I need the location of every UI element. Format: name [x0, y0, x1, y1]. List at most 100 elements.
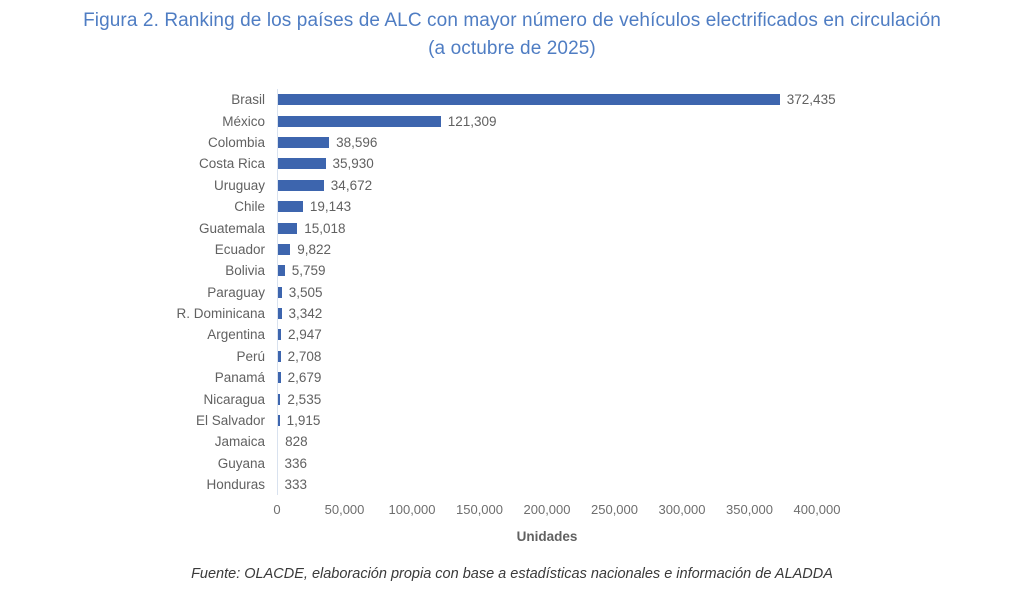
bar-row: Colombia 38,596 [82, 132, 1022, 153]
bar-row: El Salvador 1,915 [82, 410, 1022, 431]
bar-track: 3,505 [277, 282, 997, 303]
category-label: Guyana [217, 455, 265, 471]
value-label: 336 [284, 455, 307, 471]
bar-track: 2,708 [277, 346, 997, 367]
value-label: 15,018 [304, 220, 346, 236]
bar-track: 38,596 [277, 132, 997, 153]
value-label: 3,342 [288, 306, 323, 322]
category-label: Perú [236, 348, 265, 364]
bar-track: 121,309 [277, 110, 997, 131]
bar [277, 115, 441, 127]
category-label: Costa Rica [198, 156, 265, 172]
bar-row: Nicaragua 2,535 [82, 388, 1022, 409]
bar-row: Guyana 336 [82, 453, 1022, 474]
value-label: 9,822 [297, 241, 332, 257]
value-label: 1,915 [286, 413, 321, 429]
bar-track: 35,930 [277, 153, 997, 174]
category-label: Brasil [231, 92, 265, 108]
bar-track: 828 [277, 431, 997, 452]
figure-title-line-2: (a octubre de 2025) [428, 38, 596, 59]
category-label: Bolivia [225, 263, 265, 279]
bar [277, 393, 281, 405]
bar [277, 201, 303, 213]
bar-row: Ecuador 9,822 [82, 239, 1022, 260]
bar-track: 34,672 [277, 175, 997, 196]
category-label: Panamá [214, 370, 265, 386]
x-tick-label: 150,000 [456, 502, 503, 518]
bar-row: Panamá 2,679 [82, 367, 1022, 388]
bar-track: 3,342 [277, 303, 997, 324]
x-tick-label: 300,000 [658, 502, 706, 518]
bar-track: 2,947 [277, 324, 997, 345]
bar-track: 2,535 [277, 388, 997, 409]
bar-row: Chile 19,143 [82, 196, 1022, 217]
value-label: 5,759 [291, 263, 326, 279]
bar-row: Bolivia 5,759 [82, 260, 1022, 281]
category-label: Uruguay [213, 177, 265, 193]
bar-row: Argentina 2,947 [82, 324, 1022, 345]
value-label: 34,672 [330, 177, 373, 193]
bar-row: Paraguay 3,505 [82, 282, 1022, 303]
chart-rows: Brasil 372,435 México 121,309 Colombia 38,596… [82, 89, 1022, 496]
category-label: Jamaica [214, 434, 265, 450]
category-label: R. Dominicana [176, 306, 265, 322]
bar-track: 372,435 [277, 89, 997, 110]
bar-row: Perú 2,708 [82, 346, 1022, 367]
bar-track: 1,915 [277, 410, 997, 431]
value-label: 2,708 [287, 348, 322, 364]
value-label: 35,930 [332, 156, 374, 172]
bar-track: 19,143 [277, 196, 997, 217]
x-tick-label: 200,000 [523, 502, 571, 518]
bar [277, 286, 282, 298]
category-label: Honduras [206, 477, 265, 493]
x-tick-label: 100,000 [388, 502, 436, 518]
category-label: Guatemala [198, 220, 265, 236]
bar-track: 333 [277, 474, 997, 495]
category-label: México [222, 113, 265, 129]
bar-row: R. Dominicana 3,342 [82, 303, 1022, 324]
value-label: 2,679 [287, 370, 322, 386]
bar-track: 15,018 [277, 217, 997, 238]
bar-row: Jamaica 828 [82, 431, 1022, 452]
bar-track: 2,679 [277, 367, 997, 388]
value-label: 2,947 [287, 327, 322, 343]
bar-track: 5,759 [277, 260, 997, 281]
x-tick-label: 0 [273, 502, 281, 518]
x-tick-label: 400,000 [793, 502, 841, 518]
x-tick-label: 250,000 [591, 502, 638, 518]
bar [277, 415, 280, 427]
category-label: Colombia [207, 134, 265, 150]
value-label: 828 [285, 434, 308, 450]
bar-row: México 121,309 [82, 110, 1022, 131]
bar [277, 158, 326, 170]
category-label: Ecuador [214, 241, 265, 257]
x-axis-ticks: 0 50,000 100,000 150,000 200,000 250,000 300,0… [273, 502, 840, 518]
value-label: 19,143 [309, 199, 352, 215]
bar [277, 329, 281, 341]
source-note: Fuente: OLACDE, elaboración propia con b… [191, 566, 833, 582]
category-label: Nicaragua [203, 391, 265, 407]
y-axis-line [277, 89, 278, 496]
category-label: Chile [234, 199, 265, 215]
x-tick-label: 50,000 [324, 502, 365, 518]
bar-chart: Brasil 372,435 México 121,309 Colombia 38,596… [82, 89, 1022, 544]
bar [277, 372, 281, 384]
bar [277, 308, 282, 320]
figure-title-line-1: Figura 2. Ranking de los países de ALC c… [83, 10, 941, 31]
bar [277, 94, 780, 106]
bar-row: Guatemala 15,018 [82, 217, 1022, 238]
bar-row: Costa Rica 35,930 [82, 153, 1022, 174]
value-label: 3,505 [288, 284, 323, 300]
x-tick-label: 350,000 [726, 502, 773, 518]
bar-row: Brasil 372,435 [82, 89, 1022, 110]
figure-title: Figura 2. Ranking de los países de ALC c… [0, 0, 1024, 63]
x-axis-label: Unidades [516, 529, 578, 545]
value-label: 121,309 [447, 113, 497, 129]
value-label: 372,435 [786, 92, 836, 108]
bar-track: 336 [277, 453, 997, 474]
bar [277, 222, 298, 234]
bar [277, 265, 285, 277]
bar-row: Uruguay 34,672 [82, 175, 1022, 196]
value-label: 38,596 [336, 134, 378, 150]
